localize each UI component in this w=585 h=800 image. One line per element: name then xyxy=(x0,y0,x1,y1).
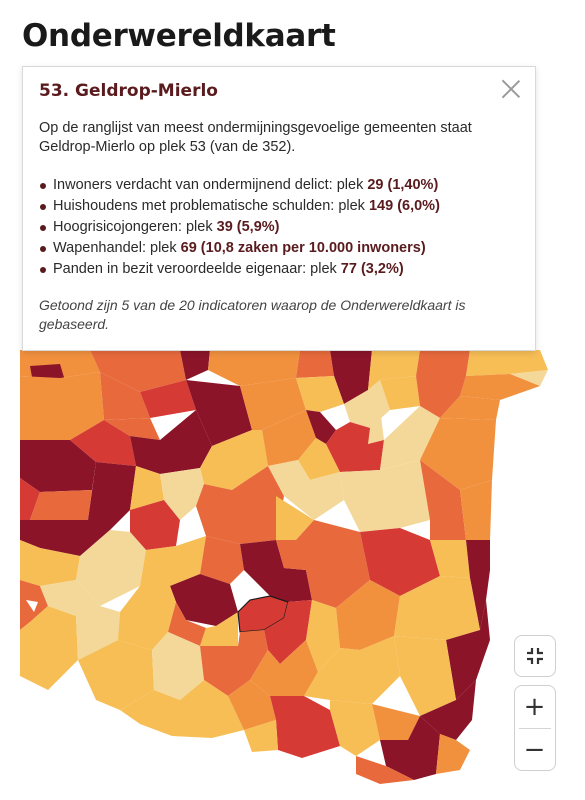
municipality[interactable] xyxy=(330,350,372,404)
municipality[interactable] xyxy=(446,600,490,700)
close-icon[interactable] xyxy=(501,79,521,99)
municipality[interactable] xyxy=(186,380,252,446)
municipality[interactable] xyxy=(40,580,120,660)
indicator-item: Hoogrisicojongeren: plek 39 (5,9%) xyxy=(39,217,519,238)
municipality[interactable] xyxy=(20,462,136,556)
municipality[interactable] xyxy=(20,478,40,520)
panel-intro: Op de ranglijst van meest ondermijningsg… xyxy=(39,120,472,155)
municipality[interactable] xyxy=(20,372,104,440)
municipality[interactable] xyxy=(460,374,540,400)
municipality[interactable] xyxy=(90,350,186,392)
municipality[interactable] xyxy=(264,600,312,664)
municipality[interactable] xyxy=(394,576,480,640)
municipality[interactable] xyxy=(510,370,548,386)
municipality[interactable] xyxy=(298,438,340,480)
fullscreen-exit-icon[interactable] xyxy=(515,636,554,675)
municipality[interactable] xyxy=(140,380,196,418)
municipality[interactable] xyxy=(20,606,78,690)
choropleth-map[interactable] xyxy=(0,62,585,800)
municipality[interactable] xyxy=(200,612,238,646)
indicator-list: Inwoners verdacht van ondermijnend delic… xyxy=(39,175,519,280)
municipality[interactable] xyxy=(180,350,210,380)
municipality[interactable] xyxy=(200,536,244,584)
municipality[interactable] xyxy=(30,490,92,520)
municipality[interactable] xyxy=(20,440,96,492)
municipality[interactable] xyxy=(200,430,268,490)
municipality[interactable] xyxy=(152,632,204,700)
municipality[interactable] xyxy=(118,586,176,650)
municipality[interactable] xyxy=(380,406,440,470)
fullscreen-control[interactable] xyxy=(514,635,556,677)
municipality[interactable] xyxy=(394,636,456,716)
municipality[interactable] xyxy=(372,704,420,740)
municipality[interactable] xyxy=(70,420,136,466)
municipality[interactable] xyxy=(416,376,466,418)
municipality[interactable] xyxy=(440,396,500,420)
municipality[interactable] xyxy=(368,350,420,390)
municipality[interactable] xyxy=(76,530,146,606)
indicator-item: Panden in bezit veroordeelde eigenaar: p… xyxy=(39,259,519,280)
municipality[interactable] xyxy=(466,540,490,630)
municipality[interactable] xyxy=(240,540,312,602)
municipality[interactable] xyxy=(296,350,334,378)
municipality[interactable] xyxy=(20,540,80,586)
municipality[interactable] xyxy=(250,640,318,696)
panel-title: 53. Geldrop-Mierlo xyxy=(39,81,218,101)
municipality[interactable] xyxy=(380,376,420,410)
municipality[interactable] xyxy=(276,520,370,608)
municipality[interactable] xyxy=(140,536,206,586)
municipality[interactable] xyxy=(436,734,470,774)
municipality[interactable] xyxy=(326,422,384,472)
municipality[interactable] xyxy=(430,540,470,578)
municipality[interactable] xyxy=(336,580,400,650)
zoom-divider xyxy=(519,728,551,729)
municipality-info-panel: 53. Geldrop-Mierlo Op de ranglijst van m… xyxy=(22,66,536,351)
municipality[interactable] xyxy=(130,466,164,510)
municipality[interactable] xyxy=(330,700,380,756)
indicator-item: Huishoudens met problematische schulden:… xyxy=(39,196,519,217)
municipality[interactable] xyxy=(420,460,466,540)
municipality[interactable] xyxy=(306,410,336,444)
municipality[interactable] xyxy=(240,378,306,430)
municipality[interactable] xyxy=(420,418,496,490)
municipality[interactable] xyxy=(130,500,180,550)
municipality[interactable] xyxy=(170,574,238,626)
indicator-item: Wapenhandel: plek 69 (10,8 zaken per 10.… xyxy=(39,238,519,259)
municipality[interactable] xyxy=(268,460,344,520)
municipality[interactable] xyxy=(270,696,340,758)
municipality[interactable] xyxy=(262,410,316,466)
page-title: Onderwereldkaart xyxy=(22,18,336,54)
municipality-map[interactable] xyxy=(0,62,585,800)
municipality[interactable] xyxy=(466,350,548,376)
municipality[interactable] xyxy=(26,600,38,612)
municipality[interactable] xyxy=(244,720,278,752)
municipality[interactable] xyxy=(356,756,414,784)
municipality[interactable] xyxy=(208,350,300,386)
zoom-in-button[interactable]: + xyxy=(523,692,546,722)
indicator-item: Inwoners verdacht van ondermijnend delic… xyxy=(39,175,519,196)
municipality[interactable] xyxy=(460,480,492,540)
municipality[interactable] xyxy=(304,636,400,704)
municipality[interactable] xyxy=(296,376,344,412)
municipality[interactable] xyxy=(276,496,314,540)
municipality[interactable] xyxy=(360,528,440,596)
municipality[interactable] xyxy=(380,716,440,780)
municipality[interactable] xyxy=(100,372,150,420)
municipality[interactable] xyxy=(306,600,340,672)
zoom-out-button[interactable]: − xyxy=(523,734,546,765)
municipality[interactable] xyxy=(168,602,206,646)
municipality[interactable] xyxy=(78,640,154,710)
panel-footnote: Getoond zijn 5 van de 20 indicatoren waa… xyxy=(39,297,466,332)
municipality[interactable] xyxy=(200,630,268,696)
municipality[interactable] xyxy=(104,418,160,440)
zoom-control: + − xyxy=(514,685,556,771)
municipality[interactable] xyxy=(416,350,470,376)
municipality[interactable] xyxy=(340,460,430,532)
municipality[interactable] xyxy=(130,410,212,474)
municipality[interactable] xyxy=(160,468,204,520)
municipality[interactable] xyxy=(420,680,476,740)
municipality[interactable] xyxy=(120,680,244,738)
municipality[interactable] xyxy=(228,680,276,730)
municipality[interactable] xyxy=(196,466,284,544)
